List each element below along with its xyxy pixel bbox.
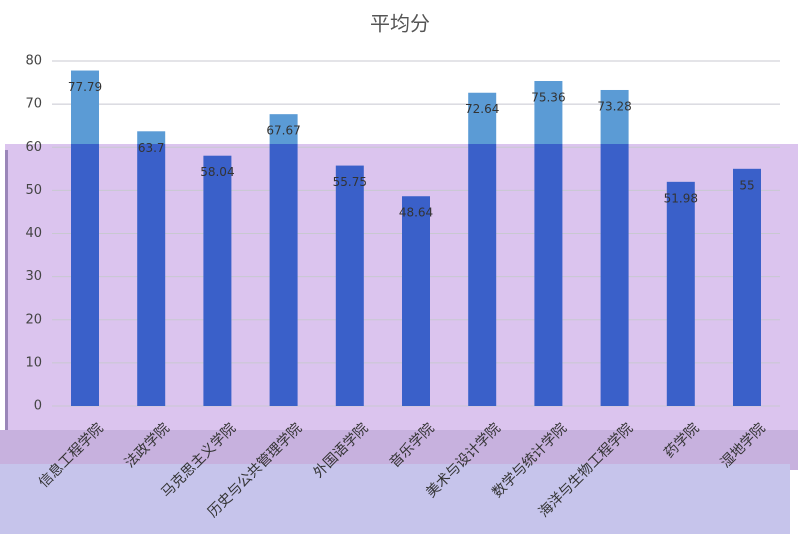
bar <box>203 155 232 406</box>
y-tick-label: 80 <box>25 54 42 69</box>
chart-title: 平均分 <box>370 12 430 36</box>
data-label: 51.98 <box>664 191 698 205</box>
y-tick-label: 20 <box>25 312 42 327</box>
overlay-edge <box>5 150 8 430</box>
data-label: 55 <box>739 178 754 192</box>
data-label: 63.7 <box>138 141 165 155</box>
bar <box>534 81 563 406</box>
bar <box>71 70 99 406</box>
data-label: 48.64 <box>399 206 433 220</box>
y-tick-label: 70 <box>25 97 42 112</box>
y-tick-label: 0 <box>34 399 42 414</box>
overlay-strip <box>0 430 798 470</box>
data-label: 72.64 <box>465 102 499 116</box>
bar <box>733 168 761 406</box>
overlay-lower <box>0 464 790 534</box>
data-label: 67.67 <box>266 124 300 138</box>
plot-area: 0102030405060708077.79信息工程学院63.7法政学院58.0… <box>25 54 780 521</box>
bar <box>335 165 364 406</box>
y-tick-label: 60 <box>25 140 42 155</box>
y-tick-label: 50 <box>25 183 42 198</box>
bar <box>666 181 695 406</box>
data-label: 75.36 <box>531 91 565 105</box>
bar <box>468 92 497 407</box>
data-label: 58.04 <box>200 165 234 179</box>
bar <box>269 114 298 406</box>
bar <box>402 196 430 406</box>
bar <box>600 89 629 406</box>
data-label: 55.75 <box>333 175 367 189</box>
y-tick-label: 10 <box>25 355 42 370</box>
data-label: 73.28 <box>597 99 631 113</box>
y-tick-label: 30 <box>25 269 42 284</box>
overlay-panel <box>5 144 798 434</box>
bar <box>137 131 166 406</box>
data-label: 77.79 <box>68 80 102 94</box>
y-tick-label: 40 <box>25 226 42 241</box>
